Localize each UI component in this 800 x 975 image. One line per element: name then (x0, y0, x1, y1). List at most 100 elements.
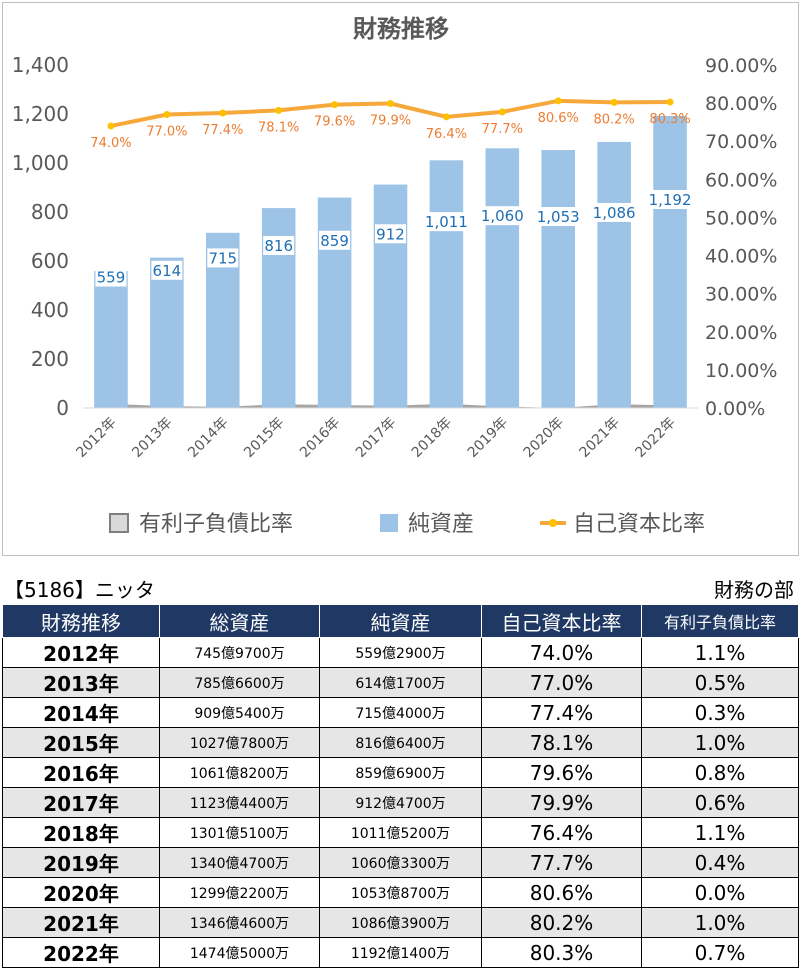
y-right-tick-label: 40.00% (705, 246, 777, 268)
financial-table: 財務推移 総資産 純資産 自己資本比率 有利子負債比率 2012年 745億970… (2, 604, 799, 968)
line-point (219, 109, 227, 117)
y-right-tick-label: 90.00% (705, 55, 777, 77)
table-cell: 785億6600万 (159, 667, 320, 698)
table-cell: 1053億8700万 (319, 877, 482, 908)
table-row: 2014年 909億5400万 715億4000万 77.4% 0.3% (2, 697, 799, 728)
line-data-label: 76.4% (426, 127, 467, 142)
company-caption: 【5186】ニッタ (4, 578, 155, 602)
bar (597, 141, 631, 408)
table-row: 2022年 1474億5000万 1192億1400万 80.3% 0.7% (2, 937, 799, 968)
table-cell: 1474億5000万 (159, 937, 320, 968)
bar-data-label: 1,192 (649, 191, 692, 209)
line-point (666, 98, 674, 106)
header-cell: 自己資本比率 (481, 604, 642, 638)
equity-ratio-line: 74.0% 77.0% 77.4% 78.1% 79.6% 79.9% 76.4% 77.7%… (90, 97, 691, 151)
bar-data-label: 559 (97, 269, 126, 287)
table-cell: 1.0% (641, 727, 799, 758)
table-cell: 77.4% (481, 697, 642, 728)
legend-swatch-equity-dot (549, 519, 557, 527)
table-cell: 1086億3900万 (319, 907, 482, 938)
table-row: 2019年 1340億4700万 1060億3300万 77.7% 0.4% (2, 847, 799, 878)
header-cell: 財務推移 (2, 604, 160, 638)
table-row: 2016年 1061億8200万 859億6900万 79.6% 0.8% (2, 757, 799, 788)
bar (541, 150, 575, 408)
table-cell: 715億4000万 (319, 697, 482, 728)
bar-label-bg (207, 248, 239, 268)
legend-swatch-net-assets (380, 514, 398, 532)
y-left-tick-label: 800 (31, 200, 69, 224)
bar-label-bg (589, 202, 639, 222)
table-cell: 0.6% (641, 787, 799, 818)
line-point (610, 98, 618, 106)
y-right-tick-label: 30.00% (705, 284, 777, 306)
table-cell: 2012年 (2, 637, 160, 668)
header-cell: 有利子負債比率 (641, 604, 799, 638)
y-right-tick-label: 0.00% (705, 398, 765, 420)
table-cell: 78.1% (481, 727, 642, 758)
table-cell: 1061億8200万 (159, 757, 320, 788)
table-cell: 0.4% (641, 847, 799, 878)
table-header-row: 財務推移 総資産 純資産 自己資本比率 有利子負債比率 (2, 604, 799, 638)
x-tick-label: 2013年 (129, 415, 175, 461)
section-caption: 財務の部 (714, 578, 794, 602)
y-right-tick-label: 80.00% (705, 93, 777, 115)
bar-label-bg (375, 224, 406, 244)
table-cell: 2013年 (2, 667, 160, 698)
table-cell: 1123億4400万 (159, 787, 320, 818)
table-cell: 1.0% (641, 907, 799, 938)
chart-panel: 財務推移 559 614 715 816 859 912 1,011 1,060 1,053 1,… (2, 2, 799, 556)
line-data-label: 80.2% (593, 112, 634, 127)
line-point (442, 113, 450, 121)
y-left-tick-label: 0 (56, 396, 69, 420)
table-cell: 76.4% (481, 817, 642, 848)
table-cell: 79.9% (481, 787, 642, 818)
line-point (163, 111, 171, 119)
chart-title: 財務推移 (353, 15, 449, 43)
bar-data-label: 1,053 (537, 208, 580, 226)
table-cell: 0.8% (641, 757, 799, 788)
table-cell: 80.6% (481, 877, 642, 908)
y-right-tick-label: 60.00% (705, 169, 777, 191)
y-left-tick-label: 600 (31, 249, 69, 273)
bar (317, 197, 352, 408)
line-point (554, 97, 562, 105)
table-cell: 912億4700万 (319, 787, 482, 818)
table-row: 2012年 745億9700万 559億2900万 74.0% 1.1% (2, 637, 799, 668)
legend-label-net-assets: 純資産 (408, 512, 474, 537)
bar-data-label: 1,011 (425, 213, 468, 231)
table-cell: 0.7% (641, 937, 799, 968)
table-row: 2020年 1299億2200万 1053億8700万 80.6% 0.0% (2, 877, 799, 908)
table-cell: 77.0% (481, 667, 642, 698)
line-point (331, 101, 339, 109)
legend: 有利子負債比率 純資産 自己資本比率 (109, 512, 705, 537)
y-right-tick-label: 50.00% (705, 207, 777, 229)
table-cell: 1340億4700万 (159, 847, 320, 878)
bar-data-label: 614 (153, 262, 182, 280)
bar-label-bg (533, 207, 583, 227)
net-assets-labels: 559 614 715 816 859 912 1,011 1,060 1,053 1,086 1,… (95, 189, 695, 287)
legend-swatch-debt (109, 513, 129, 533)
y-left-tick-label: 400 (31, 298, 69, 322)
table-cell: 1027億7800万 (159, 727, 320, 758)
table-cell: 2016年 (2, 757, 160, 788)
y-left-tick-label: 1,000 (12, 151, 69, 175)
table-cell: 1011億5200万 (319, 817, 482, 848)
line-point (107, 122, 115, 130)
table-row: 2018年 1301億5100万 1011億5200万 76.4% 1.1% (2, 817, 799, 848)
table-cell: 2015年 (2, 727, 160, 758)
bar-label-bg (319, 230, 351, 250)
line-data-label: 79.6% (314, 115, 355, 130)
table-cell: 2022年 (2, 937, 160, 968)
line-data-label: 77.4% (202, 123, 243, 138)
x-tick-label: 2015年 (241, 415, 287, 461)
line-data-label: 80.3% (649, 112, 690, 127)
line-point (387, 99, 394, 107)
bar-label-bg (421, 212, 471, 232)
line-point (498, 108, 506, 116)
table-cell: 1299億2200万 (159, 877, 320, 908)
net-assets-bars (94, 115, 687, 409)
y-right-tick-label: 10.00% (705, 360, 777, 382)
bar-data-label: 715 (208, 249, 237, 267)
table-cell: 1301億5100万 (159, 817, 320, 848)
